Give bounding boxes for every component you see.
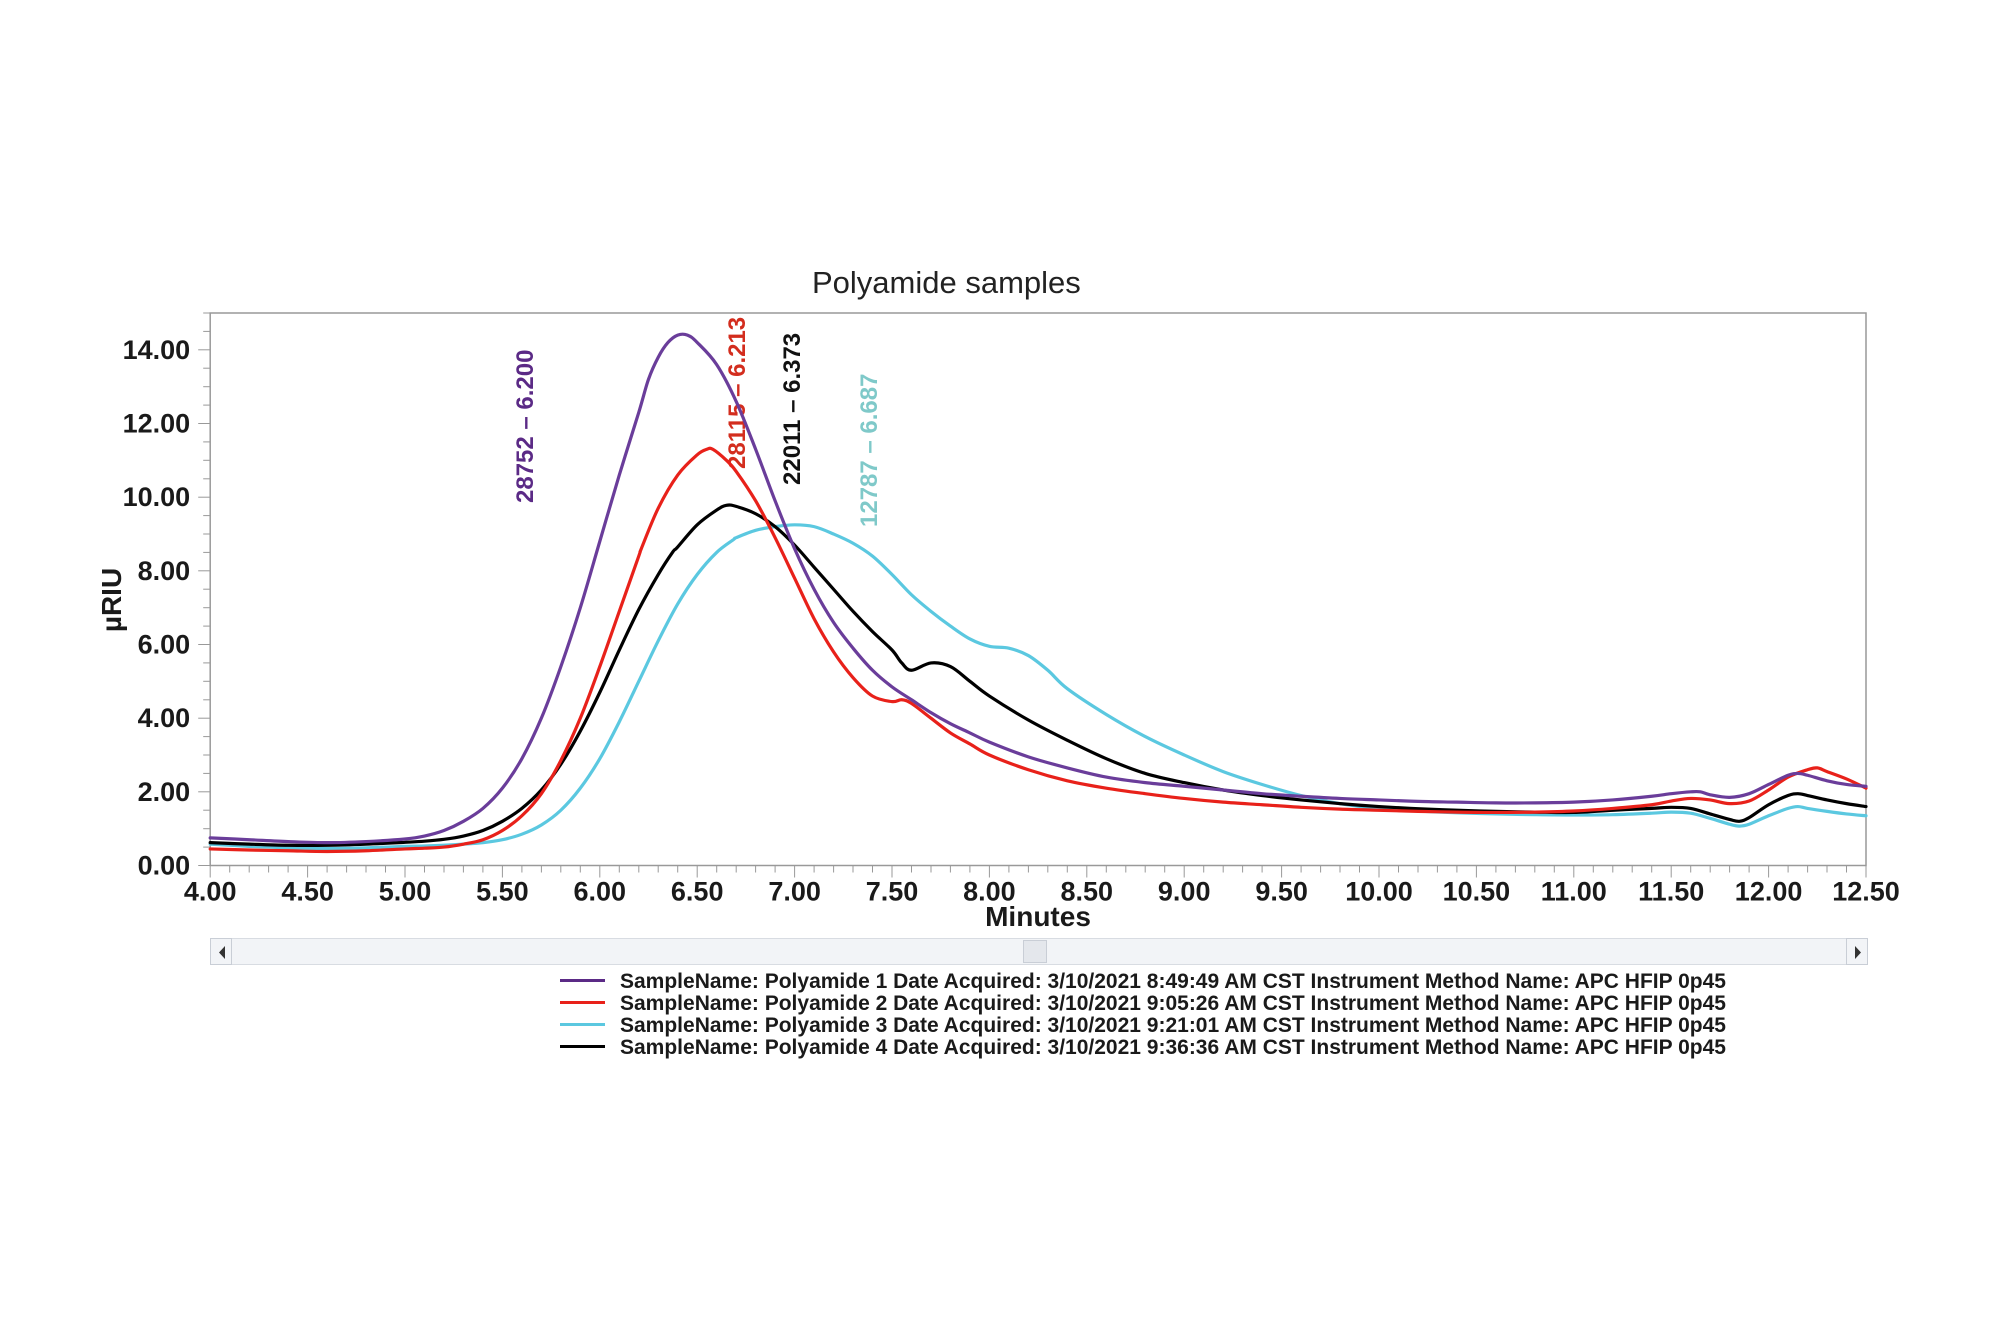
- svg-text:4.00: 4.00: [184, 877, 237, 907]
- svg-text:11.50: 11.50: [1638, 877, 1704, 907]
- svg-text:28752 – 6.200: 28752 – 6.200: [512, 350, 539, 503]
- svg-text:5.00: 5.00: [379, 877, 432, 907]
- svg-text:12.00: 12.00: [123, 409, 191, 439]
- svg-text:Minutes: Minutes: [985, 901, 1091, 932]
- svg-text:8.00: 8.00: [138, 556, 191, 586]
- svg-text:6.00: 6.00: [138, 630, 191, 660]
- svg-text:9.50: 9.50: [1255, 877, 1308, 907]
- svg-text:11.00: 11.00: [1541, 877, 1607, 907]
- svg-text:7.50: 7.50: [866, 877, 919, 907]
- svg-text:28115 – 6.213: 28115 – 6.213: [724, 317, 751, 469]
- svg-text:12787 – 6.687: 12787 – 6.687: [856, 374, 883, 527]
- svg-text:12.00: 12.00: [1735, 877, 1803, 907]
- svg-text:7.00: 7.00: [768, 877, 821, 907]
- svg-text:6.50: 6.50: [671, 877, 724, 907]
- svg-text:10.00: 10.00: [123, 482, 191, 512]
- svg-text:6.00: 6.00: [574, 877, 627, 907]
- svg-text:4.50: 4.50: [281, 877, 334, 907]
- svg-text:µRIU: µRIU: [96, 568, 127, 632]
- svg-text:5.50: 5.50: [476, 877, 529, 907]
- svg-text:12.50: 12.50: [1832, 877, 1900, 907]
- svg-text:10.00: 10.00: [1345, 877, 1413, 907]
- svg-text:0.00: 0.00: [138, 851, 191, 881]
- svg-text:10.50: 10.50: [1443, 877, 1511, 907]
- svg-text:4.00: 4.00: [138, 703, 191, 733]
- svg-text:2.00: 2.00: [138, 777, 191, 807]
- svg-text:9.00: 9.00: [1158, 877, 1211, 907]
- svg-text:14.00: 14.00: [123, 335, 191, 365]
- svg-text:22011 – 6.373: 22011 – 6.373: [779, 333, 806, 485]
